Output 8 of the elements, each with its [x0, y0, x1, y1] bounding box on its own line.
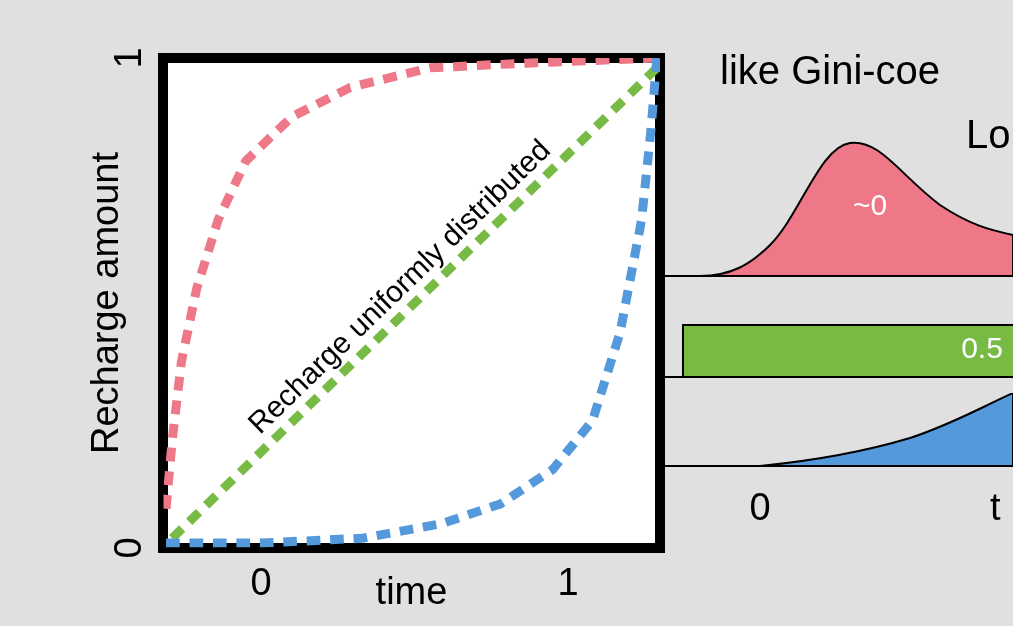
text: Lo: [966, 112, 1011, 157]
text: 0: [748, 486, 772, 529]
text: like Gini-coe: [720, 48, 941, 93]
text: ~0: [851, 188, 889, 222]
y-axis-title: Recharge amount: [84, 151, 126, 455]
text: 0.5: [960, 331, 1004, 365]
text: t: [990, 486, 1001, 529]
x-axis-title: time: [374, 570, 449, 613]
